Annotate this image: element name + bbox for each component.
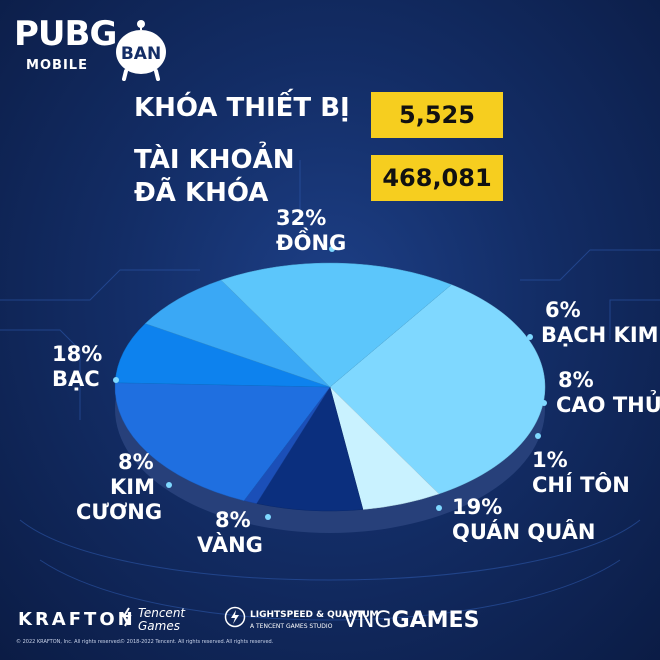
pie-slice-1: [329, 284, 546, 495]
slice-label-vang: 8% VÀNG: [197, 508, 263, 558]
pubg-logo-sub: MOBILE: [26, 58, 88, 73]
label-dot-3: [541, 400, 547, 406]
krafton-logo: KRAFTON: [18, 609, 136, 630]
slice-name: BẠCH KIM: [541, 323, 659, 347]
tencent-games-logo: Tencent Games: [138, 607, 185, 633]
slice-name: VÀNG: [197, 533, 263, 557]
vng-games-logo: VNGGAMES: [343, 608, 479, 633]
slice-name-line-1: KIM: [110, 475, 155, 499]
ban-badge-text: BAN: [121, 44, 161, 64]
stat-accounts-value: 468,081: [371, 155, 503, 201]
slice-label-bac: 18% BẠC: [52, 342, 102, 392]
slice-name: QUÁN QUÂN: [452, 520, 596, 544]
slice-percent: 8%: [558, 368, 594, 392]
label-dot-1: [329, 246, 335, 252]
stat-devices-label: KHÓA THIẾT BỊ: [134, 92, 350, 125]
label-dot-8: [113, 377, 119, 383]
lightspeed-quantum-logo: LIGHTSPEED & QUANTUM A TENCENT GAMES STU…: [250, 610, 379, 632]
lightspeed-quantum-icon: [224, 606, 246, 628]
legal-lq: All rights reserved.: [226, 639, 274, 645]
slice-label-cao-thu: 8% CAO THỦ: [556, 368, 660, 418]
label-dot-2: [527, 334, 533, 340]
pie-slice-5: [114, 382, 331, 501]
slice-name-line-2: CƯƠNG: [76, 500, 163, 524]
legal-krafton: © 2022 KRAFTON, Inc. All rights reserved…: [16, 639, 122, 645]
stat-devices-value: 5,525: [371, 92, 503, 138]
label-dot-7: [166, 482, 172, 488]
slice-percent: 6%: [545, 298, 581, 322]
slice-percent: 1%: [532, 448, 568, 472]
tencent-games-icon: [122, 607, 132, 627]
lq-line-1: LIGHTSPEED & QUANTUM: [250, 610, 379, 620]
label-dot-4: [535, 433, 541, 439]
slice-name: BẠC: [52, 367, 100, 391]
pie-slice-8: [220, 262, 452, 388]
slice-name: CAO THỦ: [556, 393, 660, 417]
stat-accounts-label-line-2: ĐÃ KHÓA: [134, 178, 269, 208]
slice-percent: 8%: [118, 450, 154, 474]
tencent-line-1: Tencent: [138, 606, 186, 620]
games-part: GAMES: [391, 608, 480, 633]
ban-badge-icon: BAN: [116, 20, 166, 81]
slice-percent: 32%: [276, 206, 327, 230]
slice-label-quan-quan: 19% QUÁN QUÂN: [452, 495, 595, 545]
label-dot-5: [436, 505, 442, 511]
label-dot-6: [265, 514, 271, 520]
stat-devices-label-line: KHÓA THIẾT BỊ: [134, 93, 350, 123]
pie-slice-3: [256, 386, 364, 512]
tencent-line-2: Games: [138, 619, 180, 633]
slice-label-dong: 32% ĐỒNG: [276, 206, 346, 256]
slice-name: CHÍ TÔN: [532, 473, 630, 497]
slice-label-chi-ton: 1% CHÍ TÔN: [532, 448, 630, 498]
slice-percent: 8%: [215, 508, 251, 532]
vng-part: VNG: [343, 608, 392, 633]
slice-name: ĐỒNG: [276, 231, 347, 255]
stat-accounts-label: TÀI KHOẢN ĐÃ KHÓA: [134, 144, 294, 210]
pie-slice-7: [144, 279, 331, 388]
legal-tencent: © 2018-2022 Tencent. All rights reserved…: [120, 639, 226, 645]
slice-label-kim-cuong: 8% KIM CƯƠNG: [76, 450, 162, 525]
stat-accounts-label-line-1: TÀI KHOẢN: [134, 145, 295, 175]
lq-line-2: A TENCENT GAMES STUDIO: [250, 623, 333, 630]
slice-percent: 18%: [52, 342, 103, 366]
slice-label-bach-kim: 6% BẠCH KIM: [541, 298, 659, 348]
slice-percent: 19%: [452, 495, 503, 519]
